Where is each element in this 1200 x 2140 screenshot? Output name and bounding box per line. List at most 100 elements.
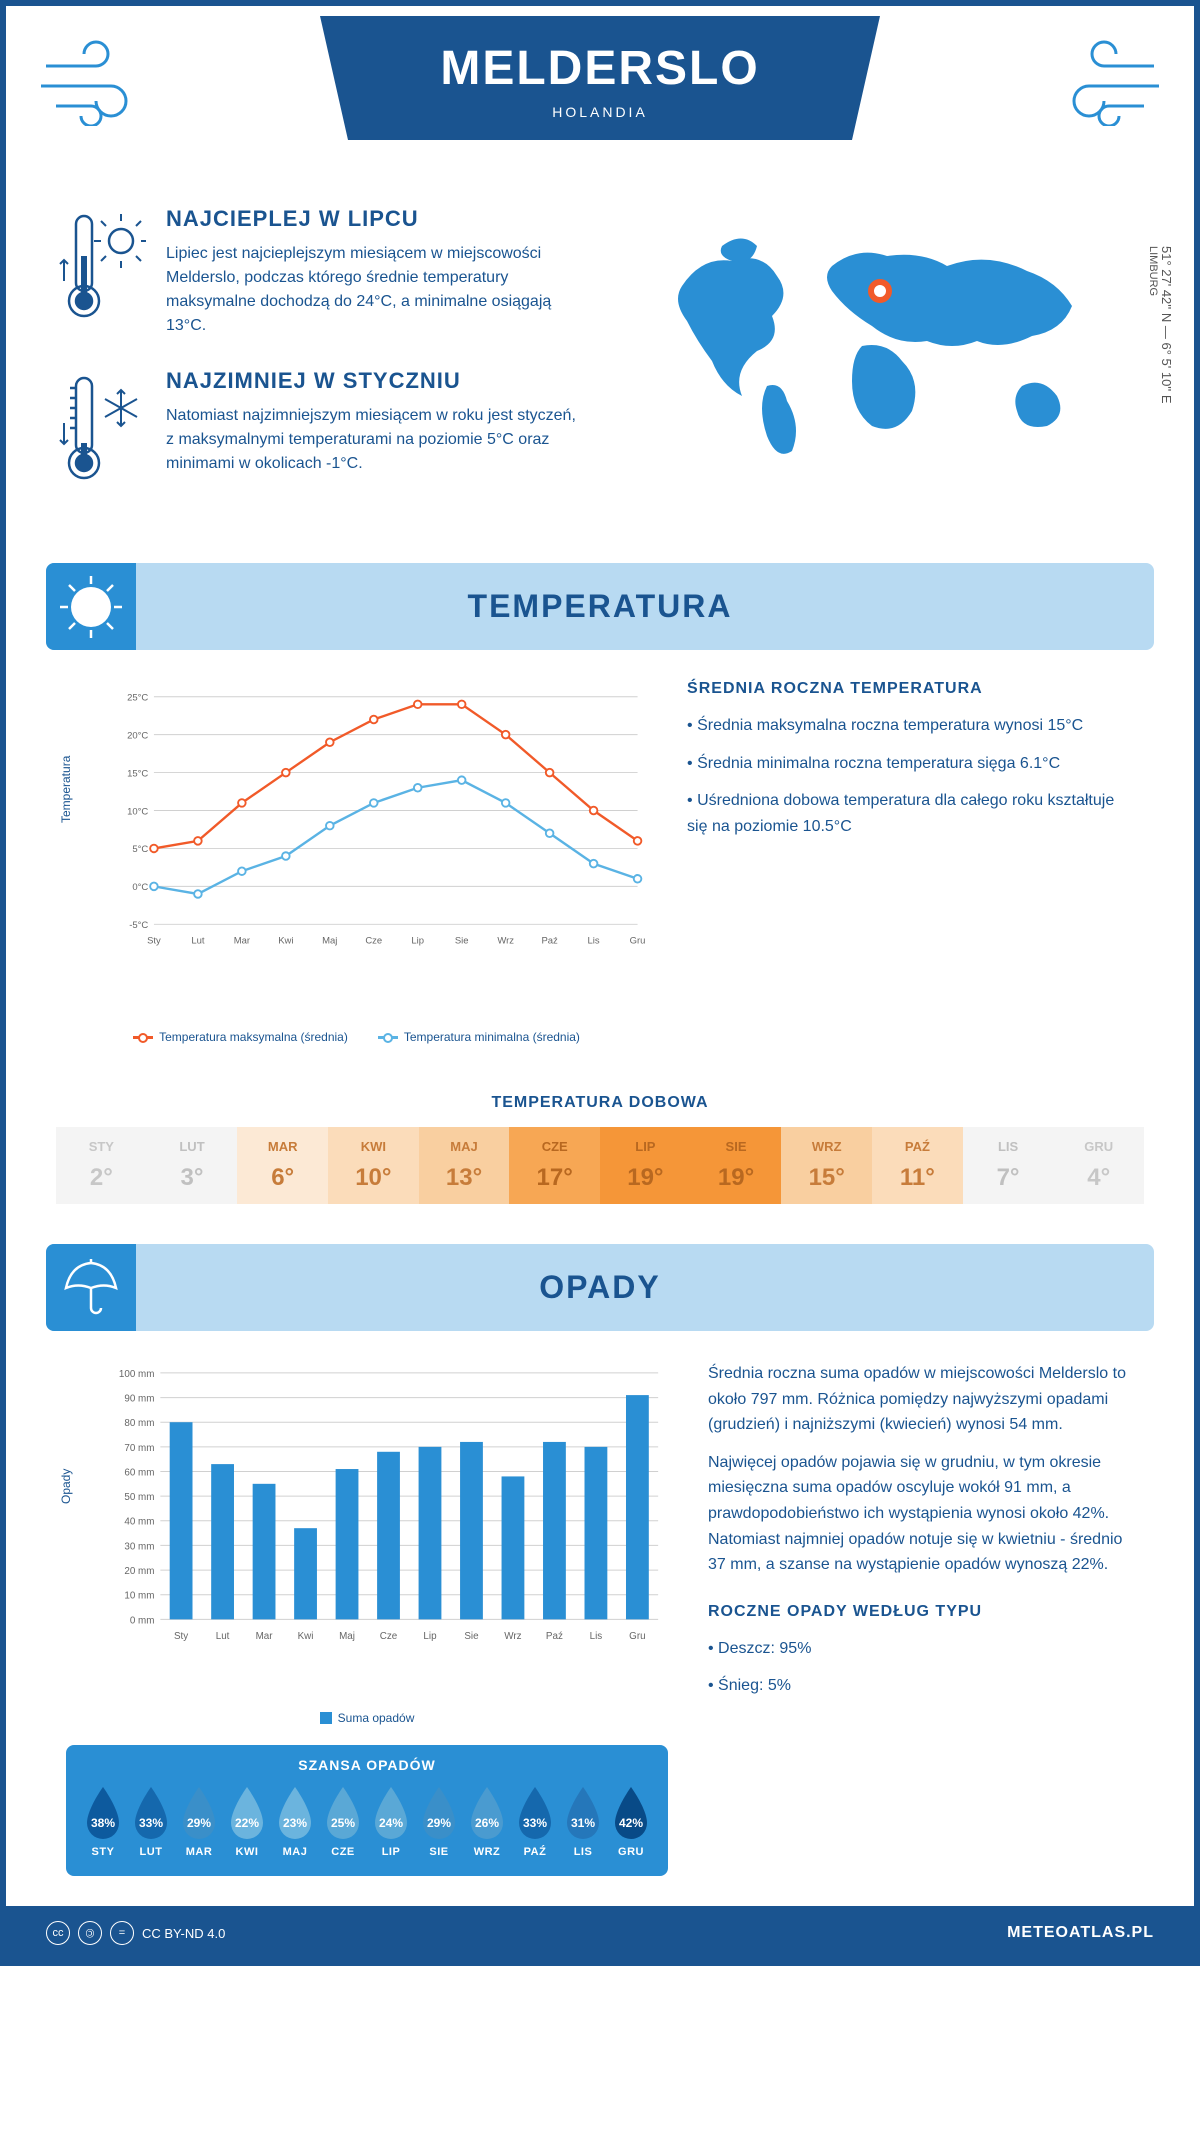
- chance-cell: 29%MAR: [177, 1785, 221, 1858]
- svg-text:Paź: Paź: [541, 935, 558, 946]
- svg-text:25%: 25%: [331, 1816, 355, 1830]
- wind-icon: [36, 36, 166, 126]
- chance-cell: 22%KWI: [225, 1785, 269, 1858]
- by-icon: 🄯: [78, 1921, 102, 1945]
- chance-cell: 42%GRU: [609, 1785, 653, 1858]
- legend-min: Temperatura minimalna (średnia): [404, 1030, 580, 1044]
- svg-text:5°C: 5°C: [132, 844, 148, 855]
- region-label: LIMBURG: [1147, 246, 1159, 404]
- svg-text:29%: 29%: [427, 1816, 451, 1830]
- precip-para1: Średnia roczna suma opadów w miejscowośc…: [708, 1361, 1134, 1438]
- svg-text:Sty: Sty: [147, 935, 161, 946]
- precip-type-item: • Deszcz: 95%: [708, 1636, 1134, 1662]
- daily-temp-cell: LIP19°: [600, 1127, 691, 1204]
- daily-temp-cell: CZE17°: [509, 1127, 600, 1204]
- svg-text:Lip: Lip: [423, 1631, 437, 1642]
- svg-text:Mar: Mar: [234, 935, 250, 946]
- svg-text:Lut: Lut: [216, 1631, 230, 1642]
- warmest-heading: NAJCIEPLEJ W LIPCU: [166, 206, 580, 232]
- daily-temp-title: TEMPERATURA DOBOWA: [6, 1094, 1194, 1112]
- svg-text:Cze: Cze: [365, 935, 382, 946]
- chance-cell: 24%LIP: [369, 1785, 413, 1858]
- temperature-title: TEMPERATURA: [46, 588, 1154, 625]
- footer: cc 🄯 = CC BY-ND 4.0 METEOATLAS.PL: [6, 1906, 1194, 1960]
- svg-text:10°C: 10°C: [127, 806, 148, 817]
- svg-text:Kwi: Kwi: [278, 935, 293, 946]
- chance-cell: 38%STY: [81, 1785, 125, 1858]
- precip-types: • Deszcz: 95% • Śnieg: 5%: [708, 1636, 1134, 1699]
- svg-text:30 mm: 30 mm: [124, 1541, 154, 1552]
- nd-icon: =: [110, 1921, 134, 1945]
- svg-text:0°C: 0°C: [132, 882, 148, 893]
- svg-text:33%: 33%: [523, 1816, 547, 1830]
- svg-text:24%: 24%: [379, 1816, 403, 1830]
- svg-text:Lip: Lip: [411, 935, 424, 946]
- daily-temp-cell: LUT3°: [147, 1127, 238, 1204]
- svg-text:Wrz: Wrz: [497, 935, 514, 946]
- temp-bullet: • Średnia maksymalna roczna temperatura …: [687, 713, 1134, 739]
- precip-yaxis-label: Opady: [59, 1469, 73, 1504]
- svg-text:20 mm: 20 mm: [124, 1566, 154, 1577]
- chance-cell: 29%SIE: [417, 1785, 461, 1858]
- header-banner: MELDERSLO HOLANDIA: [320, 16, 880, 140]
- chance-cell: 25%CZE: [321, 1785, 365, 1858]
- wind-icon: [1034, 36, 1164, 126]
- svg-text:Gru: Gru: [630, 935, 646, 946]
- warmest-text: Lipiec jest najcieplejszym miesiącem w m…: [166, 242, 580, 338]
- umbrella-icon: [56, 1253, 126, 1323]
- page-subtitle: HOLANDIA: [320, 104, 880, 120]
- warmest-block: NAJCIEPLEJ W LIPCU Lipiec jest najcieple…: [56, 206, 580, 338]
- svg-text:15°C: 15°C: [127, 768, 148, 779]
- svg-text:70 mm: 70 mm: [124, 1443, 154, 1454]
- summary-row: NAJCIEPLEJ W LIPCU Lipiec jest najcieple…: [6, 206, 1194, 563]
- precip-legend: Suma opadów: [66, 1711, 668, 1725]
- svg-text:33%: 33%: [139, 1816, 163, 1830]
- svg-text:20°C: 20°C: [127, 730, 148, 741]
- temperature-header: TEMPERATURA: [46, 563, 1154, 650]
- avg-temp-heading: ŚREDNIA ROCZNA TEMPERATURA: [687, 680, 1134, 698]
- coldest-text: Natomiast najzimniejszym miesiącem w rok…: [166, 404, 580, 476]
- svg-text:Cze: Cze: [380, 1631, 398, 1642]
- license-text: CC BY-ND 4.0: [142, 1926, 225, 1941]
- svg-text:80 mm: 80 mm: [124, 1418, 154, 1429]
- temp-bullet: • Uśredniona dobowa temperatura dla całe…: [687, 788, 1134, 839]
- svg-text:29%: 29%: [187, 1816, 211, 1830]
- daily-temp-cell: KWI10°: [328, 1127, 419, 1204]
- svg-text:10 mm: 10 mm: [124, 1591, 154, 1602]
- svg-text:Kwi: Kwi: [298, 1631, 314, 1642]
- svg-text:Lut: Lut: [191, 935, 205, 946]
- svg-text:60 mm: 60 mm: [124, 1467, 154, 1478]
- daily-temp-cell: SIE19°: [691, 1127, 782, 1204]
- svg-text:42%: 42%: [619, 1816, 643, 1830]
- chance-cell: 23%MAJ: [273, 1785, 317, 1858]
- daily-temp-table: STY2°LUT3°MAR6°KWI10°MAJ13°CZE17°LIP19°S…: [56, 1127, 1144, 1204]
- daily-temp-cell: WRZ15°: [781, 1127, 872, 1204]
- precipitation-bar-chart: Opady 0 mm10 mm20 mm30 mm40 mm50 mm60 mm…: [66, 1361, 668, 1701]
- svg-text:Sty: Sty: [174, 1631, 188, 1642]
- temp-yaxis-label: Temperatura: [59, 756, 73, 823]
- precipitation-header: OPADY: [46, 1244, 1154, 1331]
- coldest-block: NAJZIMNIEJ W STYCZNIU Natomiast najzimni…: [56, 368, 580, 493]
- chance-cell: 31%LIS: [561, 1785, 605, 1858]
- thermometer-hot-icon: [56, 206, 146, 326]
- page-title: MELDERSLO: [320, 41, 880, 96]
- coordinates: 51° 27' 42'' N — 6° 5' 10'' E LIMBURG: [1147, 246, 1174, 404]
- chance-cell: 33%PAŹ: [513, 1785, 557, 1858]
- avg-temp-bullets: • Średnia maksymalna roczna temperatura …: [687, 713, 1134, 839]
- daily-temp-cell: MAR6°: [237, 1127, 328, 1204]
- svg-text:Gru: Gru: [629, 1631, 645, 1642]
- svg-text:90 mm: 90 mm: [124, 1394, 154, 1405]
- chance-of-precip-block: SZANSA OPADÓW 38%STY33%LUT29%MAR22%KWI23…: [66, 1745, 668, 1876]
- svg-text:26%: 26%: [475, 1816, 499, 1830]
- svg-text:-5°C: -5°C: [129, 920, 148, 931]
- legend-max: Temperatura maksymalna (średnia): [159, 1030, 348, 1044]
- world-map: [620, 206, 1144, 471]
- svg-text:Maj: Maj: [339, 1631, 355, 1642]
- svg-text:Sie: Sie: [455, 935, 469, 946]
- svg-text:Maj: Maj: [322, 935, 337, 946]
- svg-text:38%: 38%: [91, 1816, 115, 1830]
- precipitation-title: OPADY: [46, 1269, 1154, 1306]
- sun-icon: [56, 572, 126, 642]
- precip-type-item: • Śnieg: 5%: [708, 1673, 1134, 1699]
- daily-temp-cell: MAJ13°: [419, 1127, 510, 1204]
